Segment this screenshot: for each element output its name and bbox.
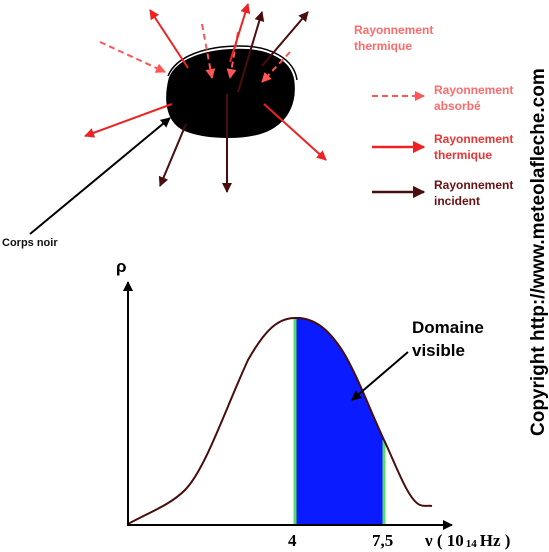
y-axis-label: ρ — [116, 257, 127, 276]
tick-label-7-5: 7,5 — [372, 531, 393, 550]
visible-domain-area — [295, 318, 384, 525]
visible-domain-label: Domaine visible — [412, 318, 489, 360]
absorbed-arrows — [99, 23, 291, 83]
blackbody-curve — [127, 317, 433, 525]
body-pointer-arrow — [29, 117, 171, 235]
legend-incident-label: Rayonnement incident — [434, 178, 517, 208]
spectrum-graph: ρ 4 7,5 ν ( 10 14 Hz ) Domaine visible — [116, 257, 510, 550]
tick-label-4: 4 — [288, 531, 297, 550]
legend-title: Rayonnement thermique — [354, 23, 437, 53]
legend-absorbed-label: Rayonnement absorbé — [434, 83, 517, 113]
copyright-text: Copyright http://www.meteolafleche.com — [528, 68, 549, 436]
legend-thermal-label: Rayonnement thermique — [434, 132, 517, 162]
x-axis-label: ν ( 10 14 Hz ) — [424, 531, 510, 550]
thermal-arrows — [84, 3, 327, 161]
incident-arrows — [158, 11, 309, 193]
legend: Rayonnement absorbé Rayonnement thermiqu… — [372, 83, 517, 208]
visible-domain-pointer — [351, 351, 409, 401]
body-label: Corps noir — [2, 237, 58, 249]
black-body — [164, 45, 298, 140]
